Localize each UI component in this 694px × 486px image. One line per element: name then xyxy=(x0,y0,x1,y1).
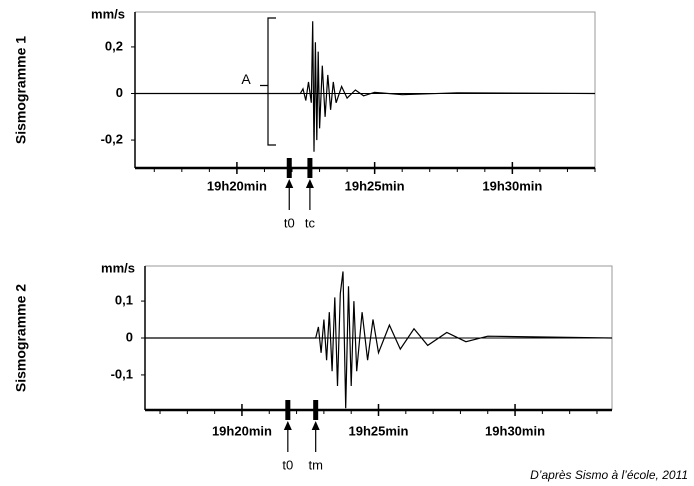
source: D’après Sismo à l’école, 2011 xyxy=(530,468,688,482)
marker-arrowhead xyxy=(305,179,314,188)
time-marker xyxy=(285,400,291,420)
marker-arrowhead xyxy=(285,179,294,188)
frame xyxy=(135,11,596,168)
marker-arrowhead xyxy=(283,421,292,430)
marker-label: tc xyxy=(305,215,316,230)
x-tick-label: 19h20min xyxy=(207,178,267,193)
marker-label: t0 xyxy=(282,457,293,472)
y-tick-label: 0 xyxy=(116,85,123,100)
chart-title: Sismogramme 1 xyxy=(13,36,29,144)
marker-label: tm xyxy=(308,457,322,472)
y-tick-label: 0 xyxy=(126,329,133,344)
y-tick-label: -0,2 xyxy=(101,131,123,146)
amplitude-bracket xyxy=(260,17,276,146)
time-marker xyxy=(286,158,292,178)
y-tick-label: 0,2 xyxy=(105,38,123,53)
y-axis-label: mm/s xyxy=(101,260,135,275)
x-tick-label: 19h20min xyxy=(212,423,272,438)
time-marker xyxy=(313,400,319,420)
time-marker xyxy=(307,158,313,178)
y-tick-label: 0,1 xyxy=(115,293,133,308)
trace xyxy=(135,21,596,152)
chart-title: Sismogramme 2 xyxy=(13,284,29,392)
frame xyxy=(145,265,613,410)
marker-label: t0 xyxy=(284,215,295,230)
x-tick-label: 19h25min xyxy=(349,423,409,438)
trace xyxy=(145,271,613,409)
x-tick-label: 19h25min xyxy=(345,178,405,193)
x-tick-label: 19h30min xyxy=(485,423,545,438)
annotation: A xyxy=(241,71,251,87)
x-tick-label: 19h30min xyxy=(482,178,542,193)
marker-arrowhead xyxy=(311,421,320,430)
y-tick-label: -0,1 xyxy=(111,366,133,381)
y-axis-label: mm/s xyxy=(91,6,125,21)
